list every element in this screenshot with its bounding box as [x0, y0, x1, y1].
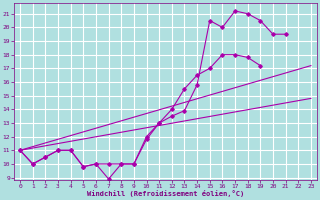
- X-axis label: Windchill (Refroidissement éolien,°C): Windchill (Refroidissement éolien,°C): [87, 190, 244, 197]
